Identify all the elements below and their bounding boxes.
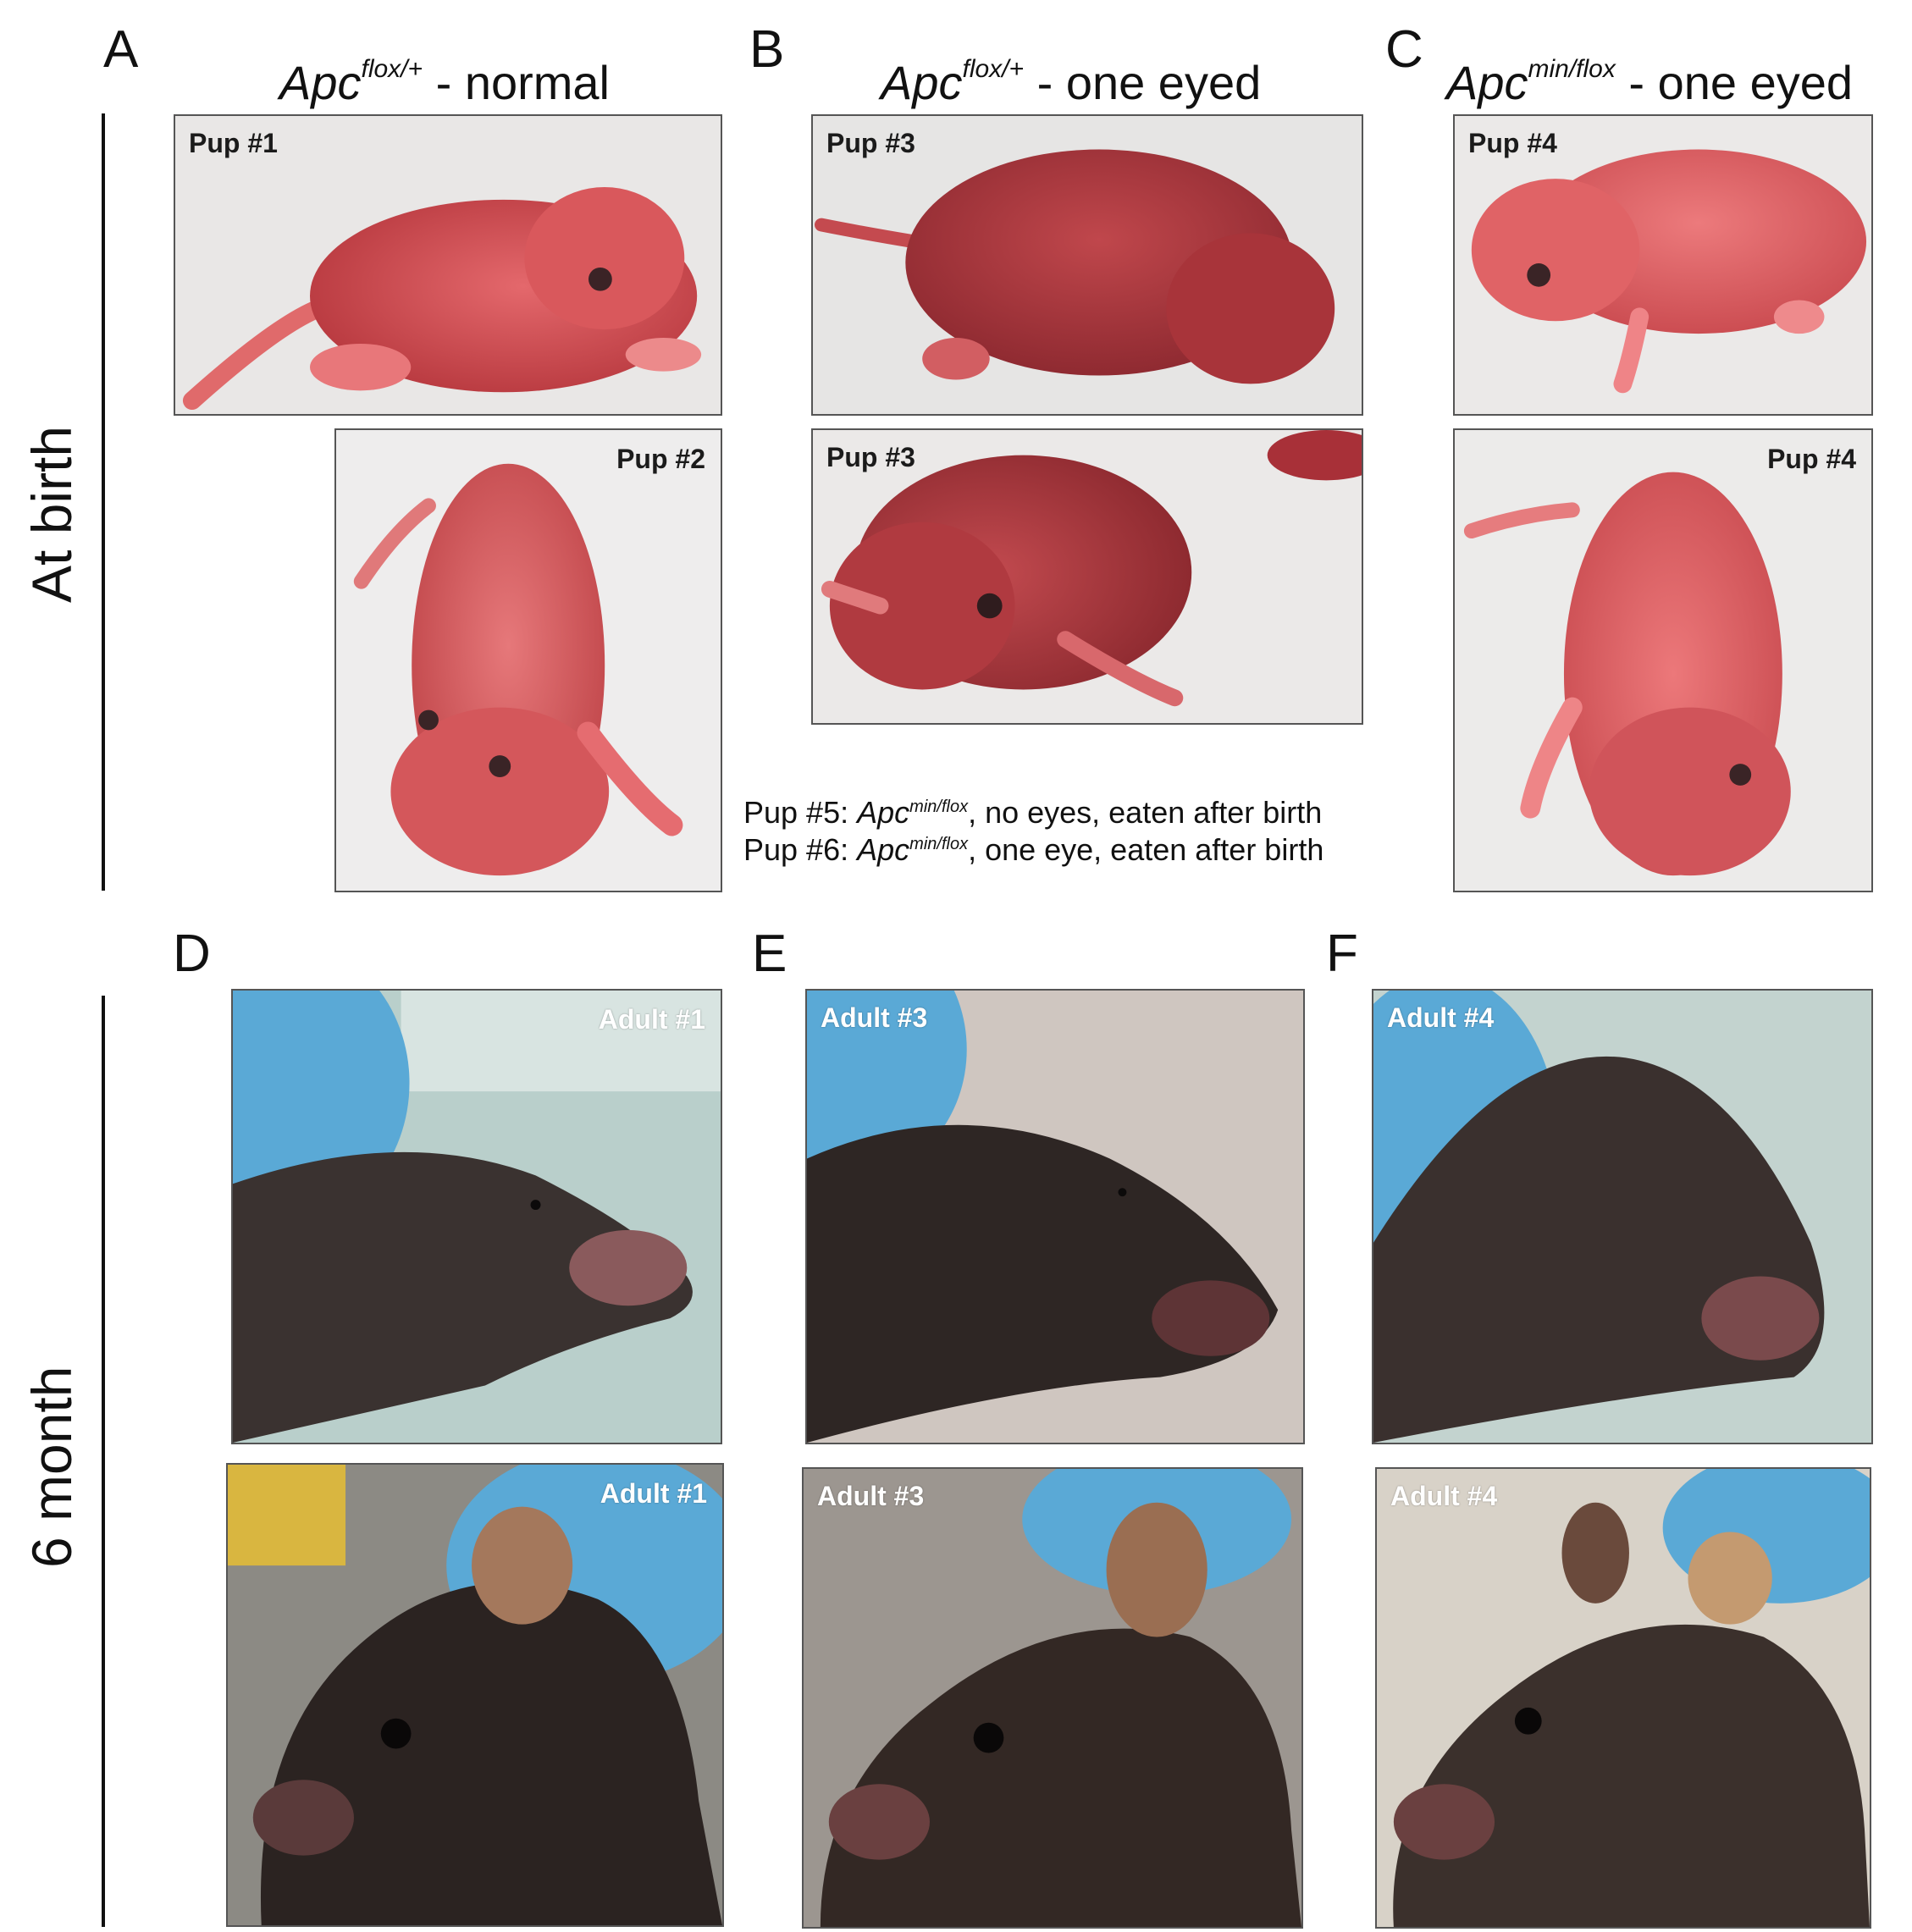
adult-photo-image [807, 991, 1303, 1443]
photo-adult-4-front: Adult #4 [1375, 1467, 1871, 1929]
panel-letter-b: B [749, 20, 785, 79]
pup-photo-image [813, 430, 1362, 723]
photo-pup-3-side: Pup #3 [811, 114, 1363, 416]
photo-adult-3-front: Adult #3 [802, 1467, 1303, 1929]
row-label-at-birth: At birth [20, 425, 83, 603]
pup-photo-image [175, 116, 721, 414]
photo-pup-1-side: Pup #1 [174, 114, 722, 416]
adult-photo-image [228, 1465, 722, 1925]
panel-letter-c: C [1385, 20, 1423, 79]
note-pup-6: Pup #6: Apcmin/flox, one eye, eaten afte… [743, 832, 1324, 867]
row-divider-top [102, 113, 105, 891]
photo-label: Pup #3 [826, 442, 915, 472]
photo-adult-4-side: Adult #4 [1372, 989, 1873, 1444]
pup-photo-image [1455, 116, 1871, 414]
photo-label: Pup #4 [1767, 444, 1856, 474]
photo-label: Pup #2 [616, 444, 705, 474]
panel-letter-f: F [1326, 925, 1358, 983]
photo-pup-3-front: Pup #3 [811, 428, 1363, 725]
pup-photo-image [1455, 430, 1871, 891]
row-label-6-month: 6 month [20, 1366, 83, 1568]
photo-label: Pup #3 [826, 128, 915, 158]
column-title-b: Apcflox/+ - one eyed [881, 55, 1262, 109]
photo-label: Adult #4 [1390, 1481, 1498, 1511]
adult-photo-image [1377, 1469, 1870, 1927]
pup-photo-image [336, 430, 721, 891]
photo-label: Adult #1 [598, 1004, 705, 1035]
adult-photo-image [804, 1469, 1301, 1927]
note-pup-5: Pup #5: Apcmin/flox, no eyes, eaten afte… [743, 795, 1323, 830]
photo-label: Adult #3 [817, 1481, 925, 1511]
photo-label: Pup #1 [189, 128, 278, 158]
photo-label: Adult #1 [600, 1478, 707, 1509]
column-title-c: Apcmin/flox - one eyed [1446, 55, 1854, 109]
panel-letter-e: E [752, 925, 787, 983]
photo-label: Adult #4 [1387, 1002, 1495, 1033]
adult-photo-image [233, 991, 721, 1443]
photo-pup-2-top: Pup #2 [334, 428, 722, 892]
pup-photo-image [813, 116, 1362, 414]
adult-photo-image [1373, 991, 1871, 1443]
photo-pup-4-front: Pup #4 [1453, 428, 1873, 892]
column-title-a: Apcflox/+ - normal [279, 55, 610, 109]
photo-label: Pup #4 [1468, 128, 1557, 158]
panel-letter-d: D [173, 925, 211, 983]
photo-adult-1-side: Adult #1 [231, 989, 722, 1444]
photo-pup-4-side: Pup #4 [1453, 114, 1873, 416]
photo-adult-3-side: Adult #3 [805, 989, 1305, 1444]
photo-label: Adult #3 [821, 1002, 928, 1033]
photo-adult-1-front: Adult #1 [226, 1463, 724, 1927]
row-divider-bottom [102, 996, 105, 1927]
panel-letter-a: A [103, 20, 139, 79]
